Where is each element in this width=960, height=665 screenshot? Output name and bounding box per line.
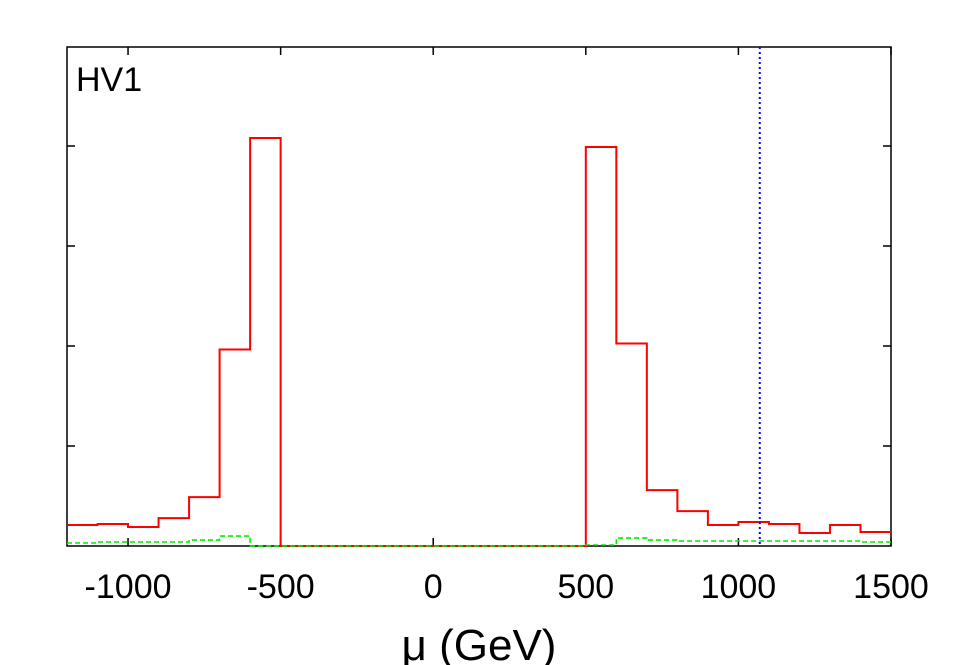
x-tick-label: 1000 <box>701 568 777 606</box>
x-tick-label: -500 <box>247 568 315 606</box>
x-tick-label: 500 <box>557 568 614 606</box>
plot-frame <box>66 46 892 547</box>
x-tick-label: -1000 <box>85 568 172 606</box>
x-axis-label: μ (GeV) <box>402 621 557 665</box>
x-tick-label: 0 <box>424 568 443 606</box>
y-axis-ticks <box>67 145 891 447</box>
x-tick-label: 1500 <box>853 568 929 606</box>
series-layer <box>67 137 891 547</box>
x-axis-ticks: -1000 -500 0 500 1000 1500 <box>85 47 929 606</box>
series-green-histogram <box>67 535 891 547</box>
panel-label: HV1 <box>76 61 142 99</box>
series-red-histogram <box>67 137 891 547</box>
